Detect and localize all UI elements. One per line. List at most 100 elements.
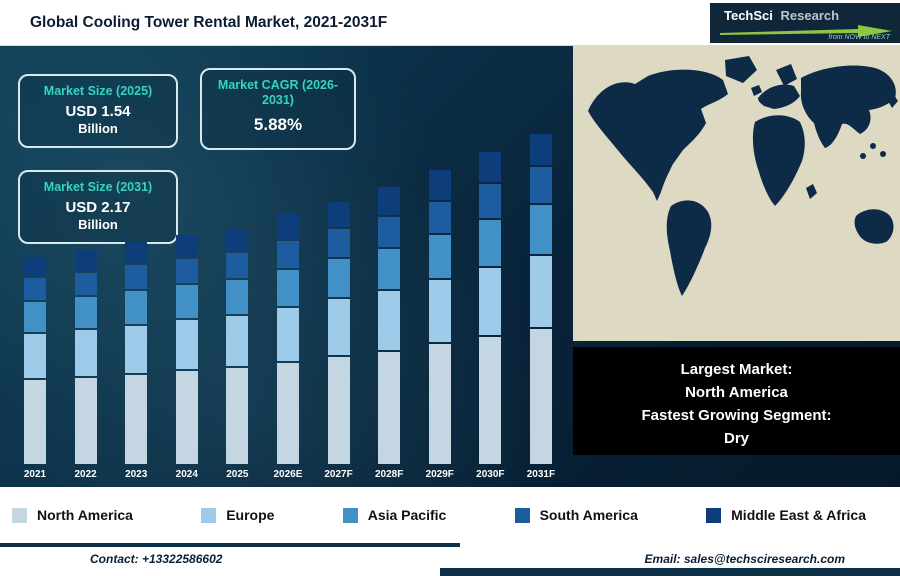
market-size-2031-box: Market Size (2031) USD 2.17 Billion: [18, 170, 178, 244]
bar-segment-middle-east-africa: [276, 214, 299, 239]
x-axis-label: 2029F: [425, 469, 454, 480]
largest-market-value: North America: [685, 384, 788, 401]
legend-item-asia-pacific: Asia Pacific: [342, 507, 447, 523]
logo-name-part1: TechSci: [724, 8, 773, 23]
infobox-unit: Billion: [78, 217, 118, 232]
bar-segment-north-america: [428, 344, 451, 464]
bar-segment-north-america: [24, 380, 46, 464]
bar-segment-middle-east-africa: [479, 152, 502, 182]
bar-segment-middle-east-africa: [175, 235, 198, 257]
page-title: Global Cooling Tower Rental Market, 2021…: [30, 14, 388, 31]
bar-stack: [529, 134, 552, 464]
footer-accent-bar-right: [440, 568, 900, 576]
x-axis-label: 2024: [175, 469, 198, 480]
x-axis-label: 2027F: [324, 469, 353, 480]
bar-segment-asia-pacific: [378, 249, 401, 289]
bar-column: 2030F: [467, 152, 513, 481]
bar-segment-asia-pacific: [529, 205, 552, 254]
market-highlights-box: Largest Market: North America Fastest Gr…: [573, 347, 900, 455]
bar-column: 2024: [164, 235, 210, 481]
bar-segment-south-america: [529, 167, 552, 203]
market-cagr-box: Market CAGR (2026-2031) 5.88%: [200, 68, 356, 150]
legend-swatch: [514, 507, 530, 523]
bar-stack: [24, 257, 46, 464]
bar-segment-europe: [125, 326, 148, 373]
legend-label: Middle East & Africa: [731, 507, 866, 523]
bar-segment-europe: [226, 316, 249, 366]
bar-segment-middle-east-africa: [226, 229, 249, 251]
bar-segment-north-america: [529, 329, 552, 464]
infobox-unit: Billion: [78, 121, 118, 136]
bar-segment-asia-pacific: [226, 280, 249, 314]
bar-segment-middle-east-africa: [529, 134, 552, 165]
bar-segment-asia-pacific: [24, 302, 46, 332]
x-axis-label: 2022: [74, 469, 97, 480]
legend-swatch: [706, 507, 722, 523]
bar-segment-north-america: [226, 368, 249, 464]
bar-segment-south-america: [24, 278, 46, 300]
bar-chart: 2021 2022 2023 2024 2025 2026E 2027F 2028F 2029F…: [12, 134, 564, 481]
contact-email[interactable]: Email: sales@techsciresearch.com: [644, 552, 845, 566]
bar-segment-asia-pacific: [276, 270, 299, 306]
legend-label: South America: [539, 507, 638, 523]
bar-stack: [226, 229, 249, 464]
footer-accent-bar-left: [0, 543, 460, 547]
legend-item-south-america: South America: [514, 507, 638, 523]
infobox-title: Market CAGR (2026-2031): [217, 78, 339, 107]
bar-segment-asia-pacific: [479, 220, 502, 266]
x-axis-label: 2023: [125, 469, 148, 480]
bar-segment-south-america: [327, 229, 350, 257]
bar-segment-europe: [479, 268, 502, 335]
bar-segment-middle-east-africa: [378, 187, 401, 215]
bar-stack: [327, 202, 350, 464]
legend-label: Europe: [226, 507, 275, 523]
x-axis-label: 2025: [226, 469, 249, 480]
bar-stack: [276, 214, 299, 464]
bar-segment-north-america: [479, 337, 502, 464]
legend-swatch: [12, 507, 27, 523]
x-axis-label: 2026E: [273, 469, 303, 480]
bar-column: 2025: [214, 229, 260, 481]
techsci-logo: TechSci Research from NOW to NEXT: [710, 3, 900, 43]
bar-segment-middle-east-africa: [327, 202, 350, 227]
bar-segment-asia-pacific: [125, 291, 148, 324]
bar-segment-north-america: [175, 371, 198, 464]
x-axis-label: 2021: [23, 469, 47, 480]
bar-segment-asia-pacific: [428, 235, 451, 278]
bar-segment-europe: [529, 256, 552, 327]
fastest-segment-label: Fastest Growing Segment:: [641, 407, 832, 424]
bar-column: 2031F: [518, 134, 564, 481]
bar-column: 2022: [63, 250, 109, 481]
bar-segment-south-america: [276, 241, 299, 268]
infobox-value: 5.88%: [253, 115, 303, 134]
bar-stack: [74, 250, 97, 464]
world-map-panel: [573, 46, 900, 341]
legend-label: North America: [37, 507, 133, 523]
main-area: Market Size (2025) USD 1.54 Billion Mark…: [0, 46, 900, 487]
bar-segment-south-america: [428, 202, 451, 233]
legend-swatch: [201, 507, 217, 523]
bar-segment-asia-pacific: [327, 259, 350, 297]
legend-item-middle-east-africa: Middle East & Africa: [706, 507, 866, 523]
bar-segment-europe: [74, 330, 97, 376]
bar-column: 2027F: [316, 202, 362, 481]
bar-column: 2026E: [265, 214, 311, 481]
bar-segment-north-america: [378, 352, 401, 464]
logo-text: TechSci Research: [724, 8, 839, 23]
bar-column: 2021: [12, 257, 58, 481]
bar-stack: [378, 187, 401, 464]
infobox-value: USD 1.54: [65, 103, 131, 120]
bar-segment-europe: [327, 299, 350, 355]
bar-segment-south-america: [125, 265, 148, 289]
bar-segment-europe: [175, 320, 198, 369]
map-continents: [588, 56, 898, 296]
bar-segment-south-america: [378, 217, 401, 247]
bar-stack: [175, 235, 198, 464]
bar-column: 2028F: [366, 187, 412, 481]
contact-phone[interactable]: Contact: +13322586602: [90, 552, 223, 566]
bar-segment-north-america: [327, 357, 350, 464]
x-axis-label: 2031F: [526, 469, 556, 480]
world-map-image: [573, 46, 900, 341]
infobox-title: Market Size (2025): [43, 84, 153, 98]
legend-label: Asia Pacific: [367, 507, 447, 523]
